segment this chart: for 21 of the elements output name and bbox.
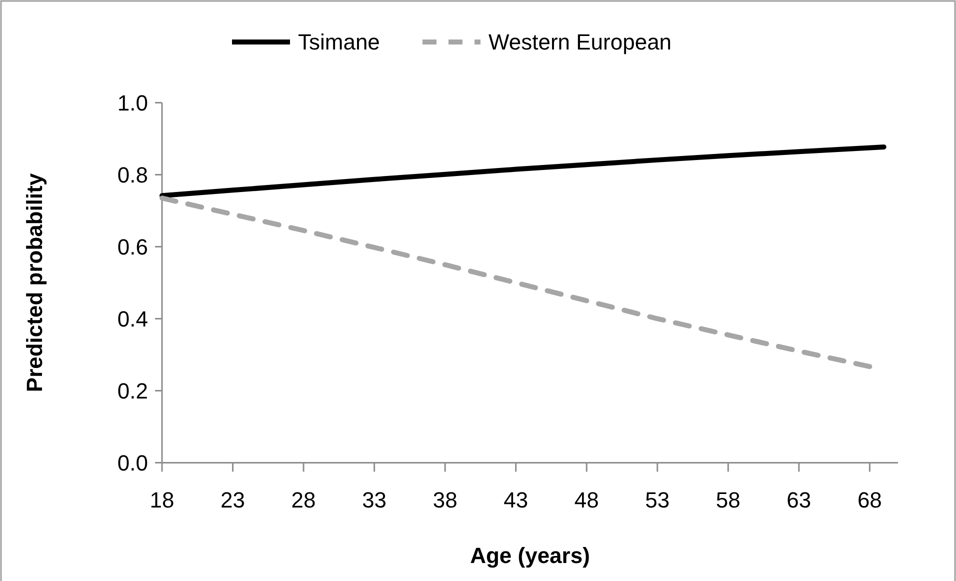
y-tick-label: 0.4 <box>117 306 148 332</box>
legend-label: Western European <box>488 30 672 55</box>
x-tick-label: 58 <box>716 488 740 513</box>
y-tick-label: 0.8 <box>117 162 148 188</box>
y-axis-title: Predicted probability <box>22 172 47 392</box>
x-tick-label: 68 <box>857 488 882 513</box>
x-tick-label: 38 <box>432 488 458 513</box>
x-tick-label: 48 <box>574 488 599 513</box>
x-tick-label: 18 <box>150 488 174 513</box>
y-tick-label: 0.2 <box>117 378 148 404</box>
y-tick-label: 1.0 <box>117 90 148 116</box>
legend-label: Tsimane <box>298 30 380 55</box>
x-tick-label: 63 <box>786 488 812 513</box>
x-tick-label: 23 <box>220 488 246 513</box>
x-tick-label: 53 <box>645 488 670 513</box>
x-tick-label: 28 <box>291 488 316 513</box>
x-tick-label: 33 <box>362 488 387 513</box>
x-axis-title: Age (years) <box>470 543 590 568</box>
y-tick-label: 0.6 <box>117 234 148 260</box>
x-tick-label: 43 <box>504 488 528 513</box>
y-tick-label: 0.0 <box>117 450 148 476</box>
